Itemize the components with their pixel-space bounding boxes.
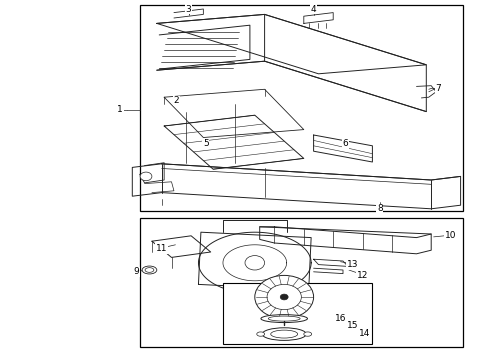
Text: 6: 6 — [343, 139, 348, 148]
Ellipse shape — [145, 267, 154, 272]
Ellipse shape — [142, 266, 157, 274]
Ellipse shape — [268, 316, 300, 321]
Text: 9: 9 — [133, 267, 139, 276]
Circle shape — [267, 284, 301, 310]
Text: 10: 10 — [445, 231, 457, 240]
Bar — [223, 283, 372, 344]
Ellipse shape — [304, 332, 312, 336]
Circle shape — [245, 256, 265, 270]
Text: 15: 15 — [347, 321, 359, 330]
Text: 4: 4 — [311, 4, 317, 13]
Text: 13: 13 — [347, 260, 359, 269]
Text: 16: 16 — [335, 314, 346, 323]
Text: 12: 12 — [357, 271, 368, 280]
Text: 5: 5 — [203, 139, 209, 148]
Text: 1: 1 — [117, 105, 123, 114]
Ellipse shape — [257, 332, 265, 336]
Text: 11: 11 — [156, 244, 168, 253]
Text: 8: 8 — [377, 204, 383, 213]
Text: 3: 3 — [186, 4, 192, 13]
Ellipse shape — [262, 328, 306, 341]
Ellipse shape — [261, 315, 307, 323]
Text: 14: 14 — [359, 328, 371, 338]
Ellipse shape — [270, 330, 297, 338]
Circle shape — [280, 294, 288, 300]
Text: 7: 7 — [436, 84, 441, 93]
Text: 2: 2 — [173, 96, 179, 105]
Circle shape — [255, 275, 314, 319]
Bar — [140, 5, 463, 211]
Bar — [140, 218, 463, 347]
Circle shape — [140, 172, 152, 181]
